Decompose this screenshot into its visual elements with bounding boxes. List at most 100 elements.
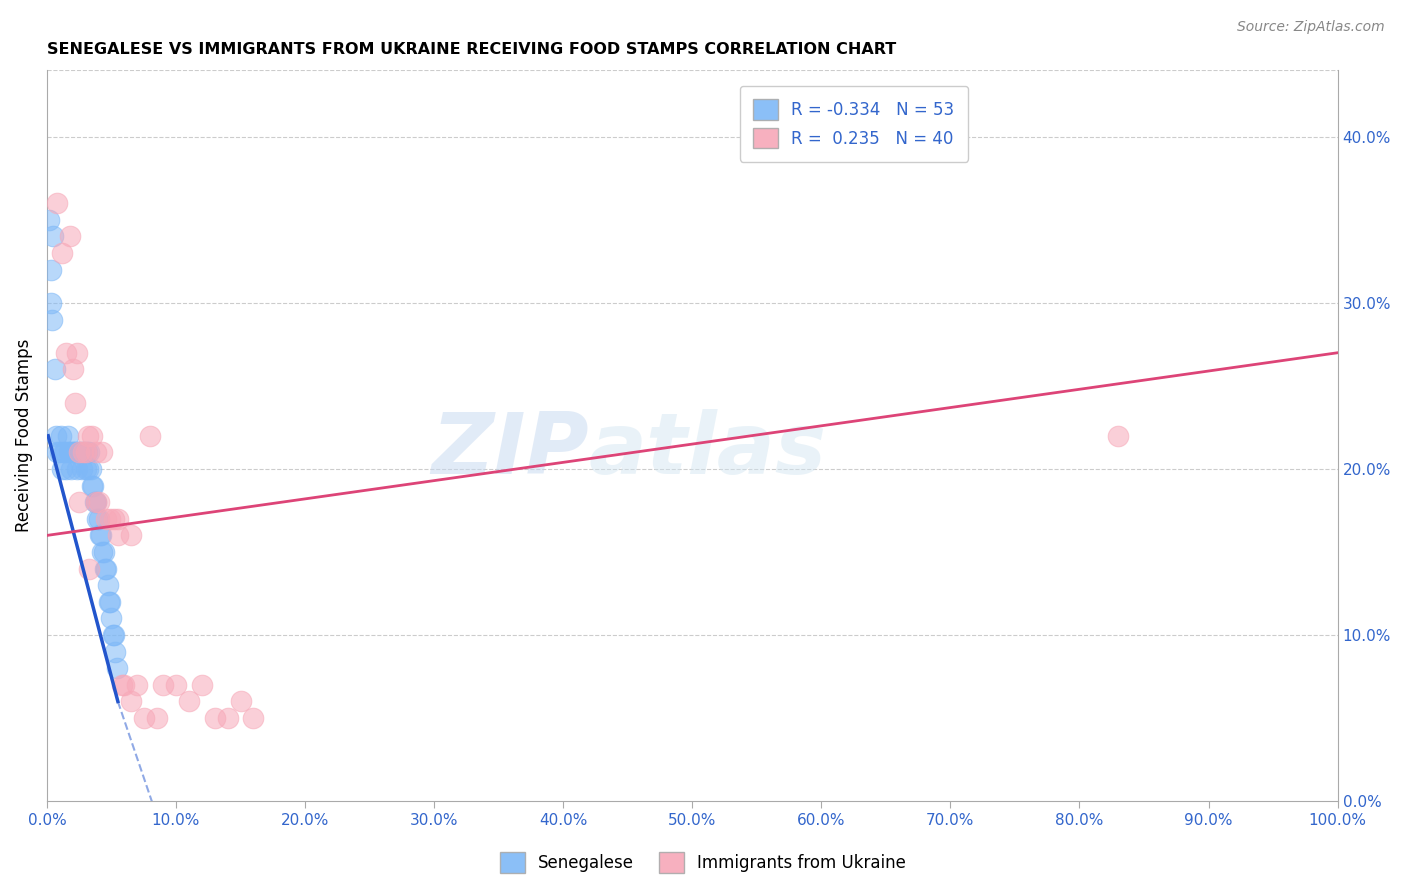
Point: [104, 645, 127, 659]
Point: [76, 445, 98, 459]
Point: [107, 512, 129, 526]
Point: [91, 545, 114, 559]
Point: [67, 445, 90, 459]
Point: [62, 445, 84, 459]
Point: [77, 429, 100, 443]
Point: [55, 345, 77, 359]
Point: [98, 595, 121, 609]
Point: [38, 213, 60, 227]
Point: [98, 512, 121, 526]
Point: [65, 345, 87, 359]
Point: [56, 429, 79, 443]
Point: [89, 528, 111, 542]
Y-axis label: Receiving Food Stamps: Receiving Food Stamps: [15, 339, 32, 533]
Point: [53, 445, 76, 459]
Point: [145, 711, 167, 725]
Point: [59, 445, 82, 459]
Point: [96, 578, 118, 592]
Point: [46, 445, 69, 459]
Point: [69, 445, 91, 459]
Legend: Senegalese, Immigrants from Ukraine: Senegalese, Immigrants from Ukraine: [494, 846, 912, 880]
Point: [65, 395, 87, 409]
Point: [45, 429, 67, 443]
Point: [229, 694, 252, 708]
Point: [55, 462, 77, 476]
Point: [87, 512, 110, 526]
Point: [90, 528, 112, 542]
Point: [75, 462, 97, 476]
Point: [59, 229, 82, 244]
Point: [80, 429, 103, 443]
Point: [46, 196, 69, 211]
Point: [103, 512, 125, 526]
Point: [65, 445, 87, 459]
Point: [204, 711, 226, 725]
Point: [84, 495, 107, 509]
Point: [67, 495, 90, 509]
Point: [63, 445, 86, 459]
Point: [132, 711, 155, 725]
Point: [72, 445, 94, 459]
Text: SENEGALESE VS IMMIGRANTS FROM UKRAINE RECEIVING FOOD STAMPS CORRELATION CHART: SENEGALESE VS IMMIGRANTS FROM UKRAINE RE…: [46, 42, 896, 57]
Point: [80, 478, 103, 492]
Point: [152, 678, 174, 692]
Point: [58, 445, 80, 459]
Point: [96, 561, 118, 575]
Legend: R = -0.334   N = 53, R =  0.235   N = 40: R = -0.334 N = 53, R = 0.235 N = 40: [740, 86, 967, 161]
Point: [94, 561, 117, 575]
Point: [75, 445, 97, 459]
Point: [42, 229, 65, 244]
Point: [44, 362, 66, 376]
Point: [84, 495, 107, 509]
Point: [80, 462, 103, 476]
Point: [51, 462, 73, 476]
Point: [86, 512, 108, 526]
Point: [191, 678, 214, 692]
Point: [83, 495, 105, 509]
Point: [67, 445, 90, 459]
Point: [62, 362, 84, 376]
Point: [77, 462, 100, 476]
Point: [84, 445, 107, 459]
Point: [79, 445, 101, 459]
Point: [139, 429, 162, 443]
Point: [39, 262, 62, 277]
Point: [41, 312, 63, 326]
Point: [51, 246, 73, 260]
Point: [87, 495, 110, 509]
Point: [107, 528, 129, 542]
Point: [1107, 429, 1129, 443]
Point: [49, 445, 72, 459]
Point: [65, 462, 87, 476]
Point: [217, 711, 239, 725]
Point: [165, 678, 187, 692]
Point: [66, 445, 89, 459]
Point: [105, 661, 128, 675]
Point: [100, 611, 122, 625]
Point: [49, 429, 72, 443]
Point: [97, 595, 120, 609]
Text: atlas: atlas: [589, 409, 827, 491]
Point: [101, 628, 124, 642]
Point: [91, 445, 114, 459]
Point: [79, 561, 101, 575]
Point: [112, 678, 135, 692]
Point: [72, 445, 94, 459]
Point: [103, 628, 125, 642]
Text: ZIP: ZIP: [432, 409, 589, 491]
Point: [242, 711, 264, 725]
Point: [39, 296, 62, 310]
Point: [60, 462, 83, 476]
Point: [177, 694, 200, 708]
Point: [73, 445, 96, 459]
Point: [120, 694, 142, 708]
Point: [70, 462, 93, 476]
Point: [93, 545, 115, 559]
Point: [96, 512, 118, 526]
Point: [52, 445, 75, 459]
Point: [120, 528, 142, 542]
Point: [127, 678, 149, 692]
Point: [111, 678, 134, 692]
Point: [82, 478, 104, 492]
Text: Source: ZipAtlas.com: Source: ZipAtlas.com: [1237, 20, 1385, 34]
